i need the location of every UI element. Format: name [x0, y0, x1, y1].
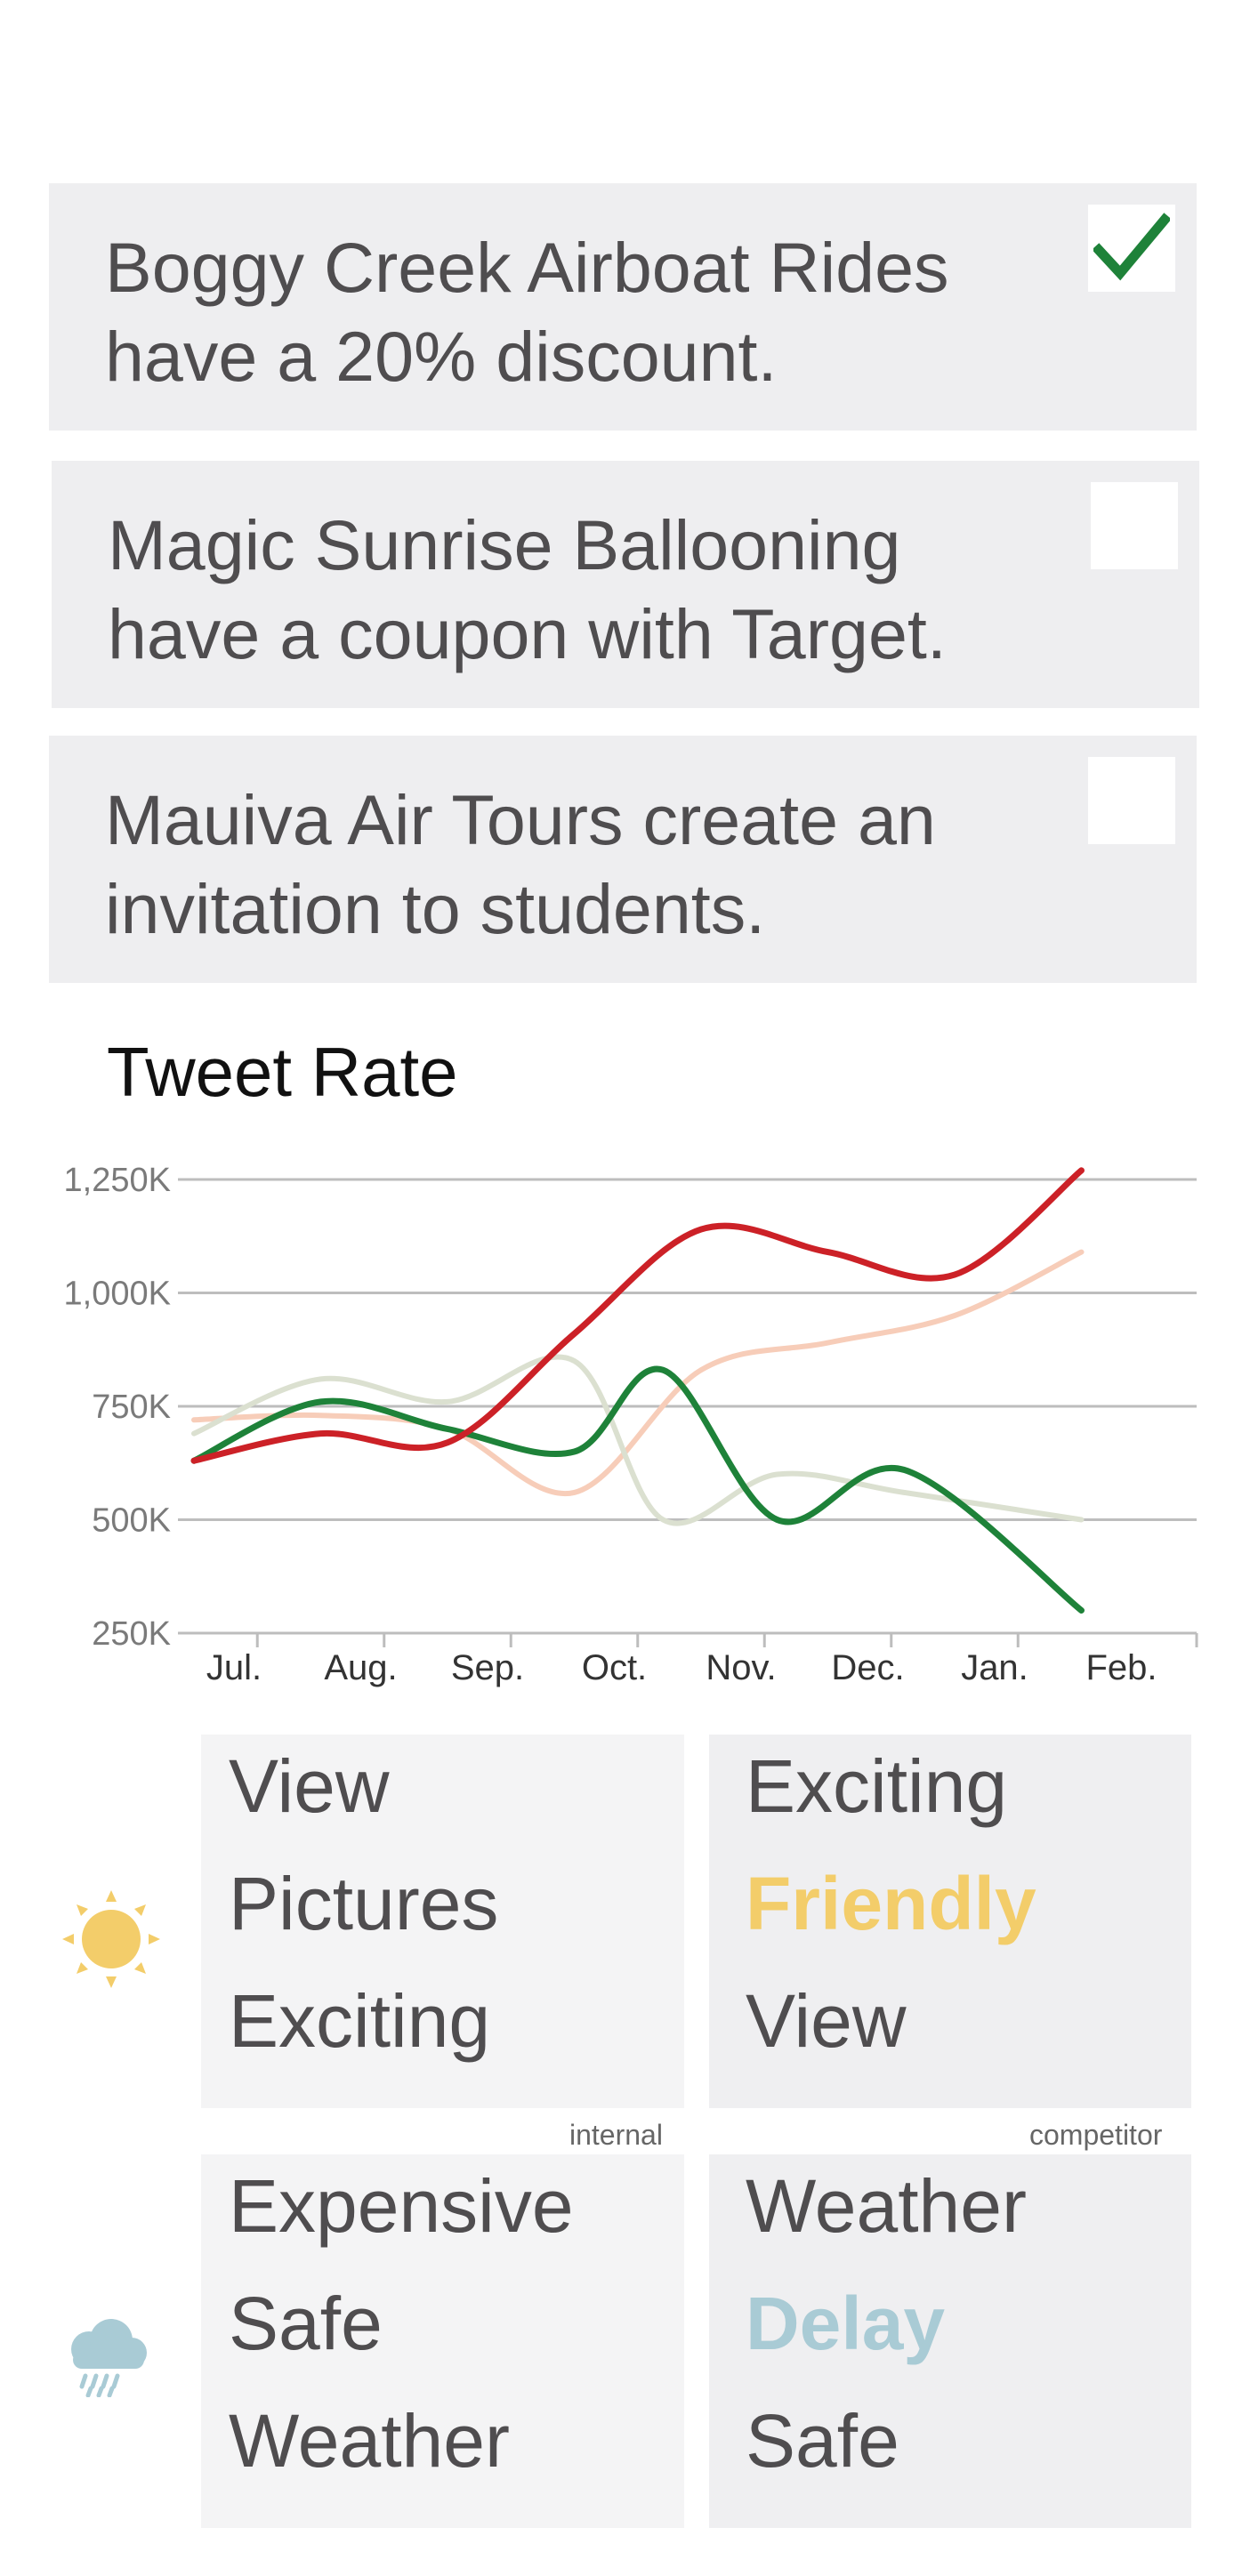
promo-checkbox-checked[interactable] — [1088, 205, 1175, 292]
keyword: Pictures — [229, 1862, 499, 1945]
y-tick-label: 1,250K — [64, 1162, 171, 1199]
promo-checkbox[interactable] — [1088, 757, 1175, 844]
promo-card-text: Boggy Creek Airboat Rides have a 20% dis… — [105, 223, 1084, 401]
tweet-rate-chart: 1,250K 1,000K 750K 500K 250K Jul. Aug. Sep. Oct.… — [64, 1162, 1198, 1687]
x-tick-label: Jan. — [961, 1648, 1028, 1687]
series-line — [190, 1167, 1085, 1464]
y-tick-label: 500K — [92, 1502, 171, 1540]
x-tick-label: Aug. — [324, 1648, 397, 1687]
promo-card-text: Magic Sunrise Ballooning have a coupon w… — [108, 501, 1086, 679]
keyword: View — [229, 1744, 390, 1828]
promo-card-3: Mauiva Air Tours create an invitation to… — [49, 736, 1197, 983]
keyword: Safe — [229, 2282, 383, 2365]
keyword: Safe — [746, 2399, 899, 2483]
chart-title: Tweet Rate — [107, 1033, 458, 1111]
keyword: View — [746, 1979, 907, 2063]
y-tick-label: 250K — [92, 1615, 171, 1653]
promo-text-line: have a 20% discount. — [105, 317, 778, 396]
x-tick-label: Feb. — [1085, 1648, 1157, 1687]
promo-card-2: Magic Sunrise Ballooning have a coupon w… — [52, 461, 1199, 708]
series-line — [191, 1354, 1085, 1526]
promo-text-line: Mauiva Air Tours create an — [105, 780, 936, 859]
sunny-competitor-box: Exciting Friendly View — [709, 1735, 1191, 2108]
sunny-internal-box: View Pictures Exciting — [201, 1735, 684, 2108]
promo-text-line: Magic Sunrise Ballooning — [108, 505, 901, 584]
promo-checkbox[interactable] — [1091, 482, 1178, 569]
promo-card-text: Mauiva Air Tours create an invitation to… — [105, 776, 1084, 954]
promo-text-line: Boggy Creek Airboat Rides — [105, 228, 949, 307]
internal-label: internal — [569, 2119, 663, 2151]
competitor-label: competitor — [1029, 2119, 1163, 2151]
sun-icon — [62, 1890, 160, 1988]
promo-text-line: have a coupon with Target. — [108, 594, 947, 673]
keyword: Exciting — [229, 1979, 491, 2063]
promo-card-1: Boggy Creek Airboat Rides have a 20% dis… — [49, 183, 1197, 431]
x-tick-label: Nov. — [706, 1648, 776, 1687]
y-tick-label: 1,000K — [64, 1276, 171, 1313]
rainy-internal-box: Expensive Safe Weather — [201, 2154, 684, 2528]
keyword: Weather — [746, 2164, 1027, 2248]
keyword: Weather — [229, 2399, 510, 2483]
x-tick-label: Oct. — [582, 1648, 647, 1687]
promo-text-line: invitation to students. — [105, 869, 766, 948]
checkmark-icon — [1093, 213, 1170, 281]
x-tick-label: Sep. — [451, 1648, 524, 1687]
series-line — [190, 1365, 1085, 1614]
keyword-highlight: Friendly — [746, 1862, 1036, 1945]
series-line — [191, 1249, 1085, 1497]
keyword-highlight: Delay — [746, 2282, 946, 2365]
rainy-competitor-box: Weather Delay Safe — [709, 2154, 1191, 2528]
y-tick-label: 750K — [92, 1389, 171, 1426]
x-tick-label: Jul. — [206, 1648, 262, 1687]
keyword: Expensive — [229, 2164, 574, 2248]
keyword: Exciting — [746, 1744, 1008, 1828]
x-tick-label: Dec. — [831, 1648, 904, 1687]
rain-cloud-icon — [71, 2319, 147, 2397]
